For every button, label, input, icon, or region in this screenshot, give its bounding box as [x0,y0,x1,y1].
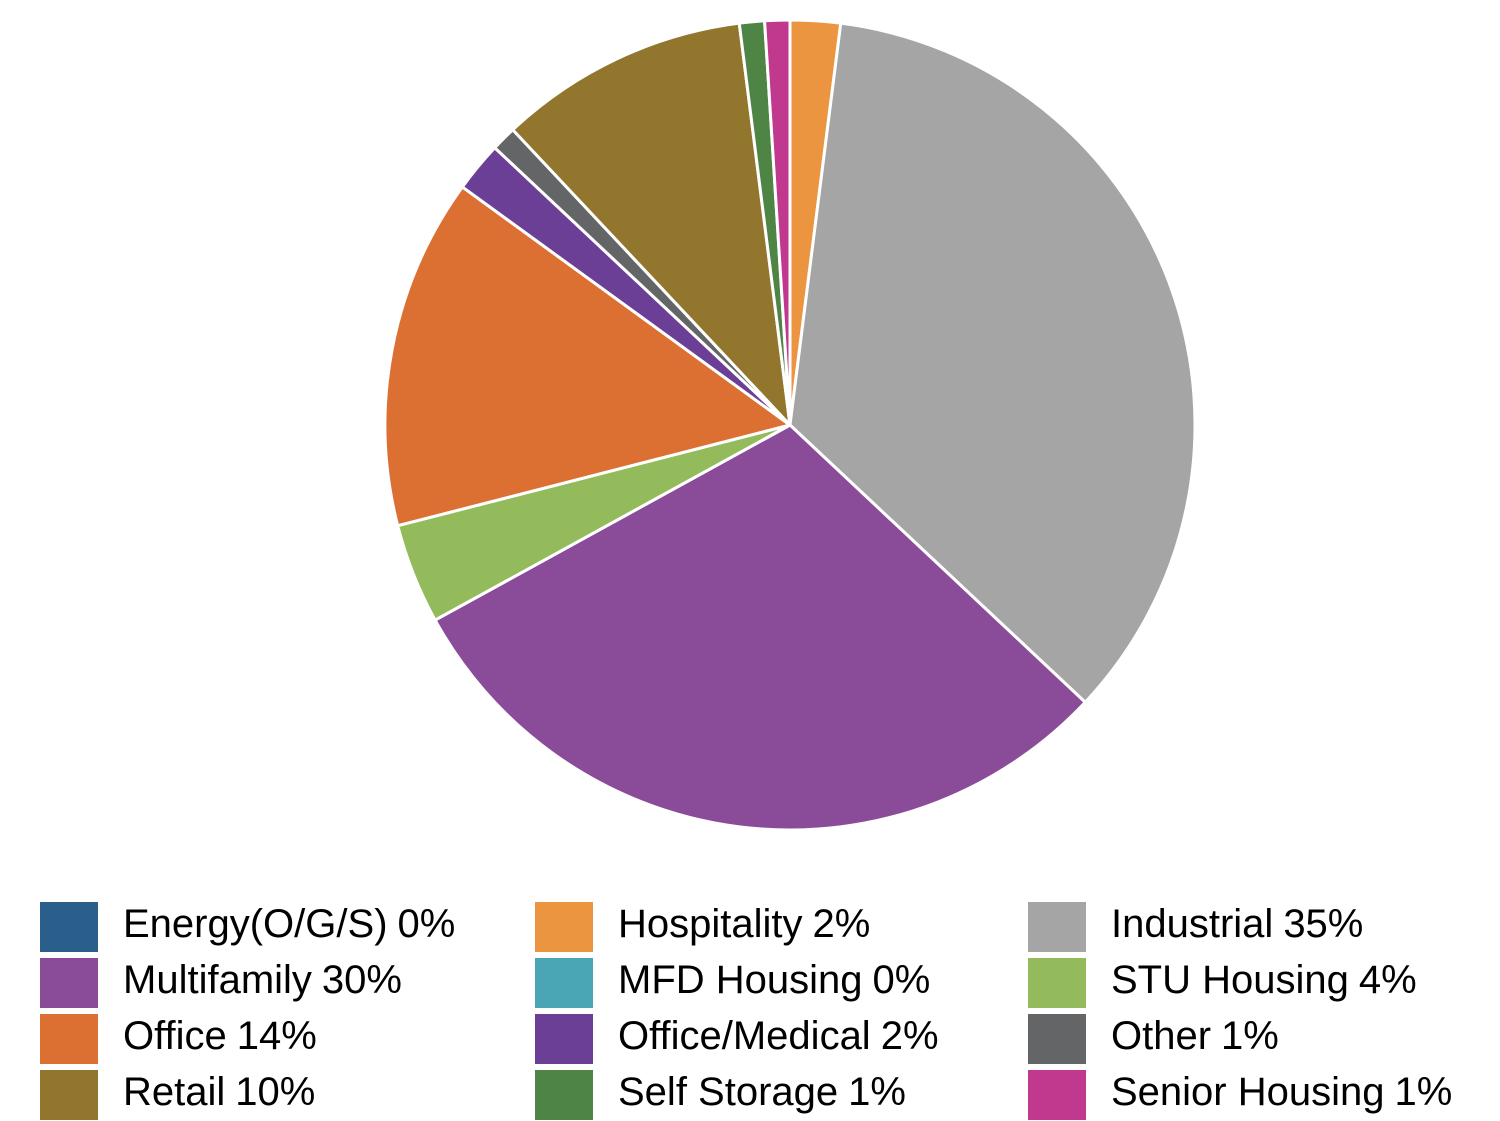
legend-name: MFD Housing [618,958,863,1002]
legend-swatch [1028,1070,1086,1120]
legend-value: 1% [1395,1070,1453,1114]
legend-item: Energy(O/G/S) 0% [40,902,455,952]
legend-label: STU Housing 4% [1111,958,1417,1002]
legend-name: Energy(O/G/S) [123,902,388,946]
legend-name: Industrial [1111,902,1273,946]
legend-swatch [40,958,98,1008]
legend-item: Hospitality 2% [535,902,870,952]
legend-swatch [40,1070,98,1120]
pie-slice [383,185,792,528]
pie-slice [763,18,792,427]
legend-item: Industrial 35% [1028,902,1363,952]
legend-item: Office/Medical 2% [535,1014,939,1064]
pie-slice [511,21,792,427]
legend-name: Office/Medical [618,1014,871,1058]
legend-swatch [40,902,98,952]
legend-item: STU Housing 4% [1028,958,1417,1008]
legend-item: Other 1% [1028,1014,1279,1064]
legend-swatch [40,1014,98,1064]
legend-swatch [535,1070,593,1120]
legend-item: Multifamily 30% [40,958,402,1008]
legend-value: 1% [1221,1014,1279,1058]
legend-value: 14% [237,1014,317,1058]
legend-label: Senior Housing 1% [1111,1070,1452,1114]
legend-label: Other 1% [1111,1014,1279,1058]
legend-label: Multifamily 30% [123,958,402,1002]
legend-value: 2% [813,902,871,946]
legend-label: Retail 10% [123,1070,315,1114]
legend-value: 2% [881,1014,939,1058]
legend-name: Multifamily [123,958,312,1002]
legend-value: 0% [398,902,456,946]
legend-label: Office/Medical 2% [618,1014,939,1058]
legend-item: Retail 10% [40,1070,315,1120]
legend-name: Office [123,1014,227,1058]
legend-value: 30% [322,958,402,1002]
legend-item: MFD Housing 0% [535,958,930,1008]
legend-swatch [1028,958,1086,1008]
legend-label: Hospitality 2% [618,902,870,946]
legend-name: Self Storage [618,1070,838,1114]
legend-value: 10% [235,1070,315,1114]
legend-label: Energy(O/G/S) 0% [123,902,455,946]
legend-swatch [535,958,593,1008]
legend-swatch [535,1014,593,1064]
legend-label: Industrial 35% [1111,902,1363,946]
legend-value: 0% [873,958,931,1002]
legend-name: STU Housing [1111,958,1349,1002]
legend-name: Senior Housing [1111,1070,1385,1114]
legend-swatch [535,902,593,952]
legend-label: MFD Housing 0% [618,958,930,1002]
pie-slice [433,423,1087,832]
pie-slice [788,21,1197,704]
legend-item: Office 14% [40,1014,317,1064]
legend-name: Other [1111,1014,1211,1058]
legend-label: Office 14% [123,1014,317,1058]
legend-value: 1% [848,1070,906,1114]
legend-name: Hospitality [618,902,803,946]
legend-swatch [1028,902,1086,952]
legend-label: Self Storage 1% [618,1070,906,1114]
legend-value: 4% [1359,958,1417,1002]
legend-swatch [1028,1014,1086,1064]
legend-item: Self Storage 1% [535,1070,906,1120]
legend-name: Retail [123,1070,225,1114]
legend-item: Senior Housing 1% [1028,1070,1452,1120]
legend-value: 35% [1283,902,1363,946]
